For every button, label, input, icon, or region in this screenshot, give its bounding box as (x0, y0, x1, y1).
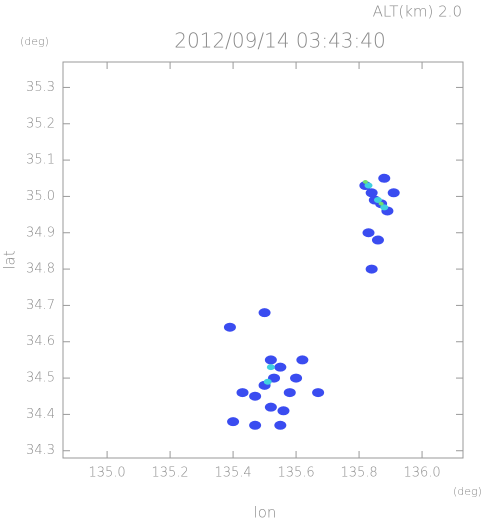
x-unit: (deg) (453, 485, 482, 498)
echo-point (249, 420, 262, 430)
echo-point (387, 188, 400, 198)
echo-point (227, 417, 240, 427)
echo-point (290, 373, 303, 383)
y-tick-label: 35.0 (26, 189, 55, 204)
echo-point (365, 264, 378, 274)
plot-frame (62, 61, 464, 459)
y-tick-label: 34.7 (26, 298, 55, 313)
chart-title: 2012/09/14 03:43:40 (174, 29, 385, 53)
echo-point (274, 420, 287, 430)
x-tick-label: 136.0 (403, 466, 440, 481)
echo-point (283, 388, 296, 398)
x-axis-label: lon (254, 504, 277, 521)
echo-point (312, 388, 325, 398)
echo-point (365, 188, 378, 198)
echo-point (277, 406, 290, 416)
x-tick-label: 135.4 (214, 466, 251, 481)
echo-point (378, 173, 391, 183)
echo-point (263, 378, 272, 385)
echo-point (296, 355, 309, 365)
echo-point (274, 362, 287, 372)
echo-point (364, 182, 373, 189)
echo-point (264, 355, 277, 365)
x-tick-label: 135.2 (151, 466, 188, 481)
subtitle: ALT(km) 2.0 (373, 3, 462, 21)
y-tick-label: 34.3 (26, 443, 55, 458)
echo-point (264, 402, 277, 412)
y-tick-label: 35.1 (26, 153, 55, 168)
x-tick-label: 135.0 (88, 466, 125, 481)
x-tick-label: 135.6 (277, 466, 314, 481)
y-tick-label: 34.6 (26, 334, 55, 349)
echo-point (371, 235, 384, 245)
y-tick-label: 34.4 (26, 407, 55, 422)
echo-point (373, 197, 382, 204)
echo-point (258, 308, 271, 318)
y-tick-label: 34.5 (26, 371, 55, 386)
y-unit: (deg) (20, 35, 49, 48)
echo-point (223, 322, 236, 332)
y-tick-label: 35.2 (26, 116, 55, 131)
y-axis-label: lat (1, 250, 19, 269)
echo-point (266, 364, 275, 371)
echo-point (249, 391, 262, 401)
echo-point (362, 228, 375, 238)
y-tick-label: 34.9 (26, 225, 55, 240)
y-tick-label: 34.8 (26, 262, 55, 277)
x-tick-label: 135.8 (340, 466, 377, 481)
y-tick-label: 35.3 (26, 80, 55, 95)
echo-point (236, 388, 249, 398)
echo-point (362, 180, 368, 184)
echo-point (378, 201, 384, 206)
echo-point (380, 204, 389, 211)
